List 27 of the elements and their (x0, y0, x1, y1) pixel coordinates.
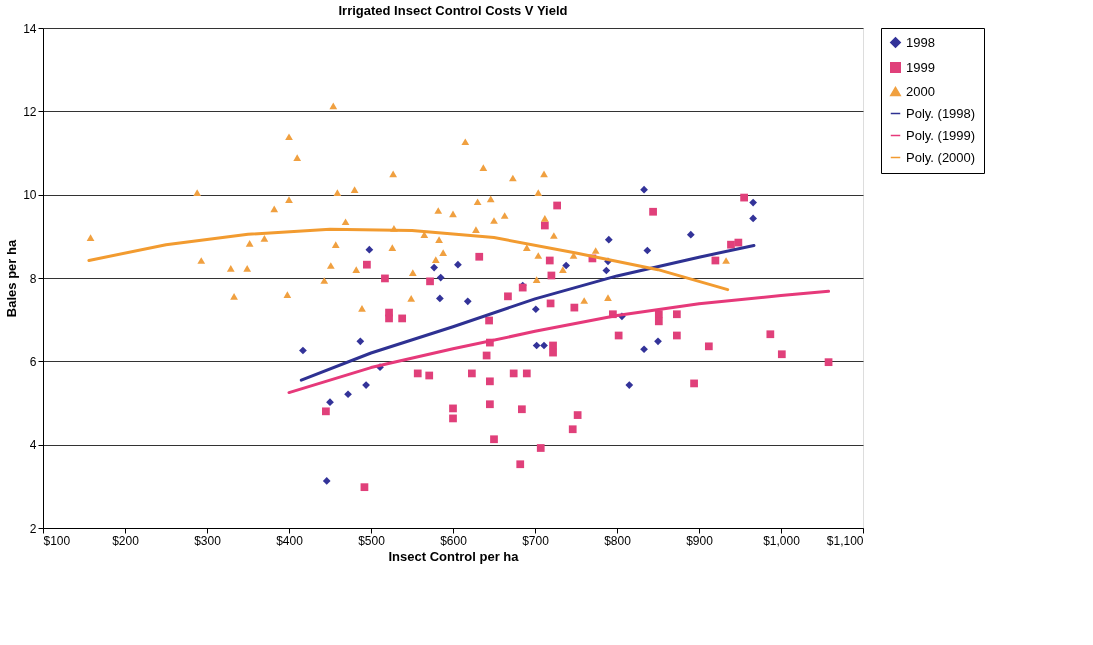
y-tick-label: 14 (23, 21, 37, 36)
y-axis-title: Bales per ha (4, 239, 20, 318)
legend-label: Poly. (2000) (906, 149, 976, 165)
x-tick-label: $200 (112, 533, 140, 548)
x-tick-label: $600 (440, 533, 468, 548)
legend-label: Poly. (1999) (906, 127, 976, 143)
x-tick-label: $800 (604, 533, 632, 548)
legend-label: 1998 (906, 34, 935, 50)
x-tick-label: $900 (686, 533, 714, 548)
y-tick-label: 6 (29, 354, 37, 369)
chart-title: Irrigated Insect Control Costs V Yield (338, 3, 568, 18)
y-tick-label: 10 (23, 188, 37, 203)
x-tick-label: $300 (194, 533, 222, 548)
x-tick-label: $1,100 (826, 533, 864, 548)
x-tick-label: $700 (522, 533, 550, 548)
y-tick-label: 8 (29, 271, 37, 286)
x-axis-title: Insect Control per ha (388, 548, 520, 564)
legend-label: 2000 (906, 83, 935, 99)
x-tick-label: $500 (358, 533, 386, 548)
legend-label: 1999 (906, 59, 935, 75)
y-tick-label: 12 (23, 104, 37, 119)
x-tick-label: $100 (43, 533, 71, 548)
x-tick-label: $1,000 (763, 533, 801, 548)
legend-label: Poly. (1998) (906, 105, 976, 121)
y-tick-label: 4 (29, 438, 37, 453)
y-tick-label: 2 (29, 521, 37, 536)
x-tick-label: $400 (276, 533, 304, 548)
